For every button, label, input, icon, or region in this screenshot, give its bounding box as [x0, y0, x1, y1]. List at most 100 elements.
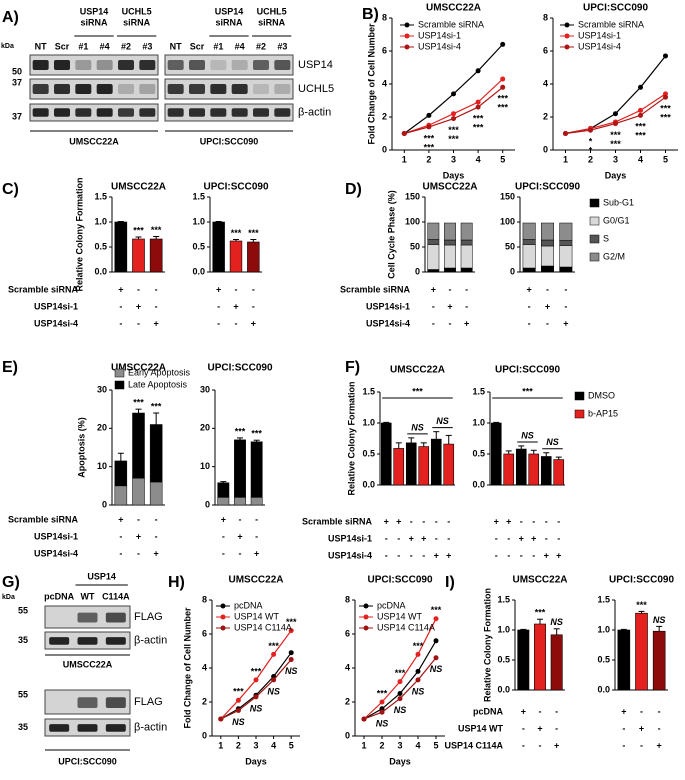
point [433, 638, 439, 644]
condition-mark: - [520, 550, 523, 560]
y-tick-label: 8 [202, 594, 207, 604]
lane-group-label: UCHL5 [257, 6, 287, 16]
bar [212, 221, 225, 273]
band [189, 60, 205, 70]
band [77, 637, 98, 645]
band [139, 84, 156, 94]
x-tick-label: 2 [588, 154, 593, 164]
condition-mark: - [137, 514, 140, 524]
point [663, 94, 668, 100]
legend-marker [363, 625, 369, 631]
bar-segment [522, 222, 536, 240]
condition-mark: - [410, 516, 413, 526]
condition-mark: - [546, 284, 549, 294]
condition-mark: - [422, 516, 425, 526]
marker-label: 35 [18, 722, 28, 732]
bar-segment [444, 244, 456, 269]
blot-strip [164, 54, 294, 76]
y-tick-label: 1.5 [362, 386, 375, 396]
lane-label: Scr [55, 41, 70, 51]
kda-label: kDa [1, 43, 14, 50]
band [274, 108, 291, 117]
bar [380, 422, 392, 486]
legend-label: pcDNA [234, 600, 263, 610]
condition-label: USP14si-1 [34, 301, 78, 311]
significance-label: NS [412, 686, 425, 696]
panel-label: C) [2, 181, 19, 198]
condition-mark: + [237, 531, 242, 541]
significance-label: *** [377, 688, 388, 698]
lane-label: #1 [213, 41, 223, 51]
condition-mark: + [221, 514, 226, 524]
condition-mark: - [522, 740, 525, 750]
significance-label: *** [268, 641, 279, 651]
bar [553, 459, 565, 486]
x-tick-label: 3 [451, 154, 456, 164]
y-axis-label: Fold Change of Cell Number [366, 23, 376, 145]
bar-segment [427, 239, 440, 245]
point [588, 127, 593, 133]
condition-mark: - [137, 284, 140, 294]
y-tick-label: 0 [345, 730, 350, 740]
bar-segment [149, 481, 163, 506]
marker-label: 37 [12, 77, 22, 87]
y-tick-label: 0.5 [497, 654, 510, 664]
band [139, 60, 156, 70]
y-tick-label: 100 [405, 216, 420, 226]
x-tick-label: 2 [426, 154, 431, 164]
legend-marker [564, 22, 570, 28]
lane-label: NT [170, 41, 182, 51]
chart-title: UMSCC22A [422, 182, 477, 193]
bar-segment [541, 265, 554, 273]
bar-segment [559, 266, 573, 273]
lane-group-label: USP14 [87, 571, 116, 581]
y-tick-label: 10 [97, 461, 107, 471]
condition-mark: + [447, 301, 452, 311]
kda-label: kDa [2, 594, 15, 601]
condition-mark: - [410, 550, 413, 560]
marker-label: 37 [12, 111, 22, 121]
bar-segment [522, 244, 536, 269]
bar-segment [217, 497, 230, 506]
lane-group-label: siRNA [215, 17, 243, 27]
condition-mark: - [447, 516, 450, 526]
chart-title: UMSCC22A [111, 182, 166, 193]
y-tick-label: 1.5 [597, 594, 610, 604]
y-tick-label: 4 [543, 78, 548, 88]
condition-mark: - [385, 550, 388, 560]
condition-mark: - [532, 550, 535, 560]
condition-mark: - [155, 531, 158, 541]
condition-mark: + [154, 548, 159, 558]
significance-label: *** [286, 617, 297, 627]
lane-label: #2 [256, 41, 266, 51]
legend-label: Sub-G1 [603, 197, 634, 207]
condition-mark: - [447, 533, 450, 543]
bar-segment [444, 267, 456, 273]
bar [534, 623, 546, 691]
condition-mark: + [531, 533, 536, 543]
blot-strip [29, 54, 159, 76]
panel-label: G) [2, 574, 20, 591]
point [379, 699, 385, 705]
significance-label: *** [413, 641, 424, 651]
x-tick-label: 2 [236, 740, 241, 750]
significance-label: * [589, 146, 593, 156]
condition-label: USP14si-1 [34, 531, 78, 541]
condition-mark: - [119, 318, 122, 328]
band [54, 84, 70, 94]
band [118, 60, 134, 70]
point [451, 111, 456, 117]
significance-label: *** [448, 125, 459, 135]
condition-mark: - [546, 318, 549, 328]
band [167, 60, 184, 70]
legend-label: Scramble siRNA [418, 19, 484, 29]
point [235, 708, 241, 713]
condition-mark: - [528, 301, 531, 311]
band [231, 84, 248, 94]
band [210, 84, 227, 94]
significance-label: *** [424, 133, 435, 143]
legend-marker [564, 33, 570, 39]
legend-label: Early Apoptosis [128, 367, 191, 377]
y-tick-label: 4 [382, 78, 387, 88]
condition-mark: - [155, 284, 158, 294]
